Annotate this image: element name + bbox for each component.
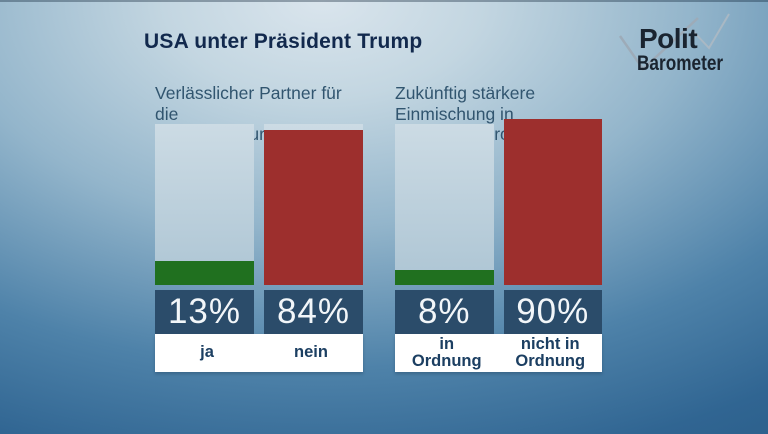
- page-title: USA unter Präsident Trump: [144, 30, 423, 53]
- category-label-in-ordnung: in Ordnung: [395, 334, 499, 372]
- question-line: Verlässlicher Partner für die: [155, 83, 342, 124]
- bar-in-ordnung: [395, 270, 494, 285]
- checkmark-icon: [618, 13, 730, 71]
- label-line: in: [439, 334, 455, 353]
- bar-column-ja: [155, 124, 254, 285]
- bar-ja: [155, 261, 254, 285]
- politbarometer-logo: Polit Barometer: [614, 8, 764, 84]
- bar-column-nein: [264, 124, 363, 285]
- value-row: 8% 90%: [395, 290, 602, 334]
- value-badge-nicht-in-ordnung: 90%: [503, 290, 602, 334]
- label-line: nein: [294, 343, 328, 362]
- bar-nein: [264, 130, 363, 285]
- bar-track: [395, 124, 494, 285]
- bar-column-nicht-in-ordnung: [503, 119, 602, 285]
- chart-question: Zukünftig stärkere Einmischung in die Po…: [395, 83, 602, 165]
- chart-question: Verlässlicher Partner für die Sicherheit…: [155, 83, 363, 144]
- bar-track: [155, 124, 254, 285]
- bar-nicht-in-ordnung: [503, 119, 602, 285]
- logo-text-polit: Polit: [639, 23, 698, 54]
- bar-area: [395, 119, 602, 285]
- value-badge-in-ordnung: 8%: [395, 290, 494, 334]
- category-label-band: ja nein: [155, 334, 363, 372]
- category-label-nein: nein: [259, 334, 363, 372]
- category-label-band: in Ordnung nicht in Ordnung: [395, 334, 602, 372]
- value-badge-nein: 84%: [264, 290, 363, 334]
- value-row: 13% 84%: [155, 290, 363, 334]
- category-label-ja: ja: [155, 334, 259, 372]
- logo-text-barometer: Barometer: [637, 52, 724, 75]
- bar-column-in-ordnung: [395, 124, 494, 285]
- label-line: Ordnung: [411, 352, 482, 370]
- chart-group-einmischung: Zukünftig stärkere Einmischung in die Po…: [395, 83, 602, 372]
- value-badge-ja: 13%: [155, 290, 254, 334]
- label-line: nicht in: [520, 334, 580, 353]
- category-label-nicht-in-ordnung: nicht in Ordnung: [499, 334, 603, 372]
- label-line: ja: [200, 343, 214, 362]
- label-line: Ordnung: [515, 352, 586, 370]
- question-line: Zukünftig stärkere Einmischung in: [395, 83, 536, 124]
- bar-area: [155, 124, 363, 285]
- chart-group-partner: Verlässlicher Partner für die Sicherheit…: [155, 83, 363, 372]
